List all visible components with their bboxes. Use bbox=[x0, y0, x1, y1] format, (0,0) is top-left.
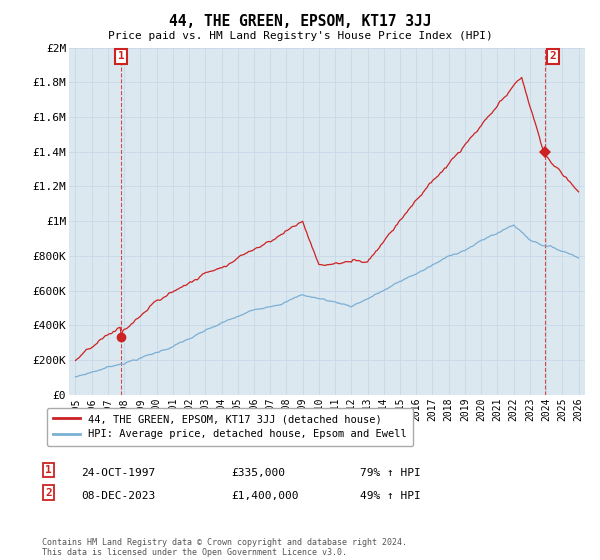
Text: 44, THE GREEN, EPSOM, KT17 3JJ: 44, THE GREEN, EPSOM, KT17 3JJ bbox=[169, 14, 431, 29]
Legend: 44, THE GREEN, EPSOM, KT17 3JJ (detached house), HPI: Average price, detached ho: 44, THE GREEN, EPSOM, KT17 3JJ (detached… bbox=[47, 408, 413, 446]
Text: 2: 2 bbox=[45, 488, 52, 498]
Text: 1: 1 bbox=[118, 52, 125, 61]
Text: £1,400,000: £1,400,000 bbox=[231, 491, 299, 501]
Text: 1: 1 bbox=[45, 465, 52, 475]
Text: Price paid vs. HM Land Registry's House Price Index (HPI): Price paid vs. HM Land Registry's House … bbox=[107, 31, 493, 41]
Text: £335,000: £335,000 bbox=[231, 468, 285, 478]
Text: Contains HM Land Registry data © Crown copyright and database right 2024.
This d: Contains HM Land Registry data © Crown c… bbox=[42, 538, 407, 557]
Text: 24-OCT-1997: 24-OCT-1997 bbox=[81, 468, 155, 478]
Text: 79% ↑ HPI: 79% ↑ HPI bbox=[360, 468, 421, 478]
Text: 08-DEC-2023: 08-DEC-2023 bbox=[81, 491, 155, 501]
Text: 49% ↑ HPI: 49% ↑ HPI bbox=[360, 491, 421, 501]
Text: 2: 2 bbox=[550, 52, 557, 61]
